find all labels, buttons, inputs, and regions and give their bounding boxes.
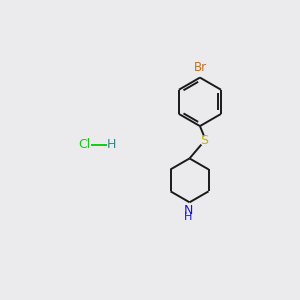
Text: H: H: [184, 212, 193, 222]
Text: S: S: [200, 134, 208, 147]
Text: Cl: Cl: [78, 138, 91, 151]
Text: Br: Br: [194, 61, 206, 74]
Text: N: N: [184, 204, 193, 217]
Text: H: H: [106, 138, 116, 151]
